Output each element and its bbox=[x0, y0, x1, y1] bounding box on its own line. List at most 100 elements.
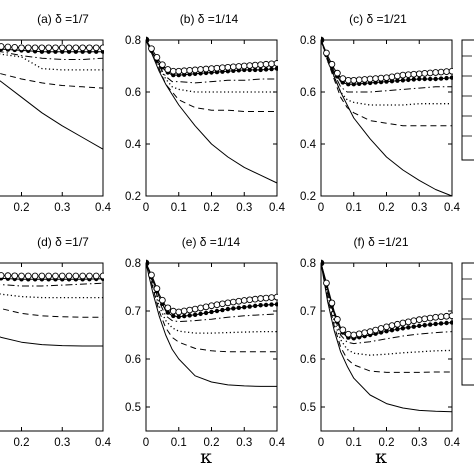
series-marker-circle bbox=[92, 44, 100, 52]
series-line-dashdot bbox=[321, 262, 453, 345]
series-marker-circle bbox=[153, 285, 161, 292]
series-marker-circle bbox=[229, 63, 237, 71]
series-marker-circle bbox=[72, 44, 80, 52]
series-line-dotted bbox=[321, 262, 453, 356]
series-marker-circle bbox=[86, 272, 93, 280]
series-marker-dot bbox=[182, 313, 187, 319]
series-marker-dot bbox=[433, 76, 438, 82]
series-marker-circle bbox=[323, 279, 330, 287]
series-marker-circle bbox=[443, 312, 450, 320]
chart-panel: (a) δ =1/7.10.20.30.4 bbox=[0, 12, 112, 214]
series-line-solid bbox=[0, 336, 103, 347]
series-marker-circle bbox=[186, 306, 194, 314]
series-marker-circle bbox=[404, 318, 412, 326]
series-marker-dot bbox=[438, 76, 444, 81]
y-tick-label: 0.2 bbox=[300, 191, 316, 203]
series-marker-dot bbox=[389, 328, 395, 333]
series-line-dotted bbox=[321, 39, 452, 106]
y-tick-label: 0.8 bbox=[300, 35, 316, 47]
x-tick-label: 0.4 bbox=[95, 437, 112, 449]
series-marker-dot bbox=[242, 304, 247, 310]
series-marker-circle bbox=[229, 298, 237, 306]
series-marker-dot bbox=[417, 76, 422, 82]
series-marker-circle bbox=[273, 60, 278, 67]
x-tick-label: 0 bbox=[318, 437, 324, 449]
chart-panel: (d) δ =1/7.10.20.30.4 bbox=[0, 235, 112, 449]
series-marker-circle bbox=[24, 272, 32, 280]
series-line-dot-marker bbox=[146, 262, 278, 318]
y-tick-label: 0.4 bbox=[300, 139, 317, 151]
series-marker-circle bbox=[65, 44, 73, 52]
series-marker-circle bbox=[262, 60, 270, 68]
series-marker-circle bbox=[432, 313, 439, 321]
y-tick-label: 0.6 bbox=[300, 354, 316, 366]
series-marker-circle bbox=[79, 272, 86, 280]
series-marker-circle bbox=[257, 295, 264, 302]
x-tick-label: 0.1 bbox=[171, 437, 187, 449]
series-marker-circle bbox=[251, 61, 259, 69]
series-marker-circle bbox=[350, 331, 358, 339]
series-marker-circle bbox=[251, 295, 259, 303]
series-marker-circle bbox=[426, 69, 434, 77]
series-marker-circle bbox=[197, 304, 204, 312]
y-tick-label: 0.4 bbox=[125, 139, 142, 151]
series-marker-dot bbox=[231, 306, 236, 311]
panel-title: (d) δ =1/7 bbox=[37, 235, 89, 249]
series-marker-circle bbox=[11, 44, 19, 51]
series-marker-circle bbox=[92, 272, 100, 280]
series-marker-circle bbox=[213, 301, 221, 309]
series-marker-circle bbox=[18, 272, 25, 280]
series-marker-dot bbox=[165, 310, 171, 315]
series-marker-circle bbox=[366, 75, 374, 83]
series-marker-dot bbox=[422, 76, 427, 82]
series-marker-circle bbox=[164, 66, 172, 73]
series-marker-dot bbox=[176, 314, 181, 319]
series-marker-circle bbox=[383, 323, 390, 331]
series-line-solid bbox=[321, 39, 453, 197]
y-tick-label: 0.5 bbox=[300, 402, 316, 414]
series-marker-dot bbox=[192, 312, 198, 318]
series-marker-dot bbox=[225, 306, 231, 312]
series-marker-circle bbox=[437, 313, 445, 321]
series-marker-circle bbox=[410, 70, 418, 78]
series-marker-dot bbox=[427, 76, 433, 82]
series-marker-circle bbox=[404, 71, 412, 79]
series-marker-circle bbox=[334, 69, 341, 77]
series-marker-circle bbox=[399, 71, 407, 79]
plot-area bbox=[321, 259, 453, 413]
plot-area bbox=[0, 272, 104, 347]
series-marker-circle bbox=[45, 272, 53, 280]
x-tick-label: 0.4 bbox=[444, 202, 461, 214]
series-marker-dot bbox=[214, 308, 220, 314]
series-marker-dot bbox=[400, 78, 406, 83]
plot-area bbox=[146, 36, 278, 184]
y-tick-label: 0.5 bbox=[125, 402, 141, 414]
plot-area bbox=[146, 259, 278, 387]
panel-title: (c) δ =1/21 bbox=[349, 12, 407, 26]
y-tick-label: 0.8 bbox=[125, 35, 141, 47]
series-marker-dot bbox=[236, 305, 241, 310]
series-marker-dot bbox=[395, 78, 400, 83]
series-marker-circle bbox=[394, 72, 401, 80]
x-tick-label: 0.2 bbox=[379, 437, 395, 449]
series-marker-dot bbox=[411, 324, 416, 329]
series-marker-circle bbox=[0, 272, 5, 279]
series-marker-circle bbox=[191, 305, 199, 313]
series-marker-circle bbox=[240, 62, 248, 70]
plot-frame bbox=[0, 262, 104, 432]
series-marker-circle bbox=[426, 314, 434, 322]
series-marker-circle bbox=[11, 272, 19, 280]
series-marker-circle bbox=[38, 44, 46, 52]
series-line-dashdot bbox=[321, 39, 452, 93]
series-marker-dot bbox=[444, 75, 449, 81]
series-marker-circle bbox=[197, 66, 204, 73]
series-line-dashed bbox=[0, 307, 103, 318]
series-marker-circle bbox=[4, 272, 12, 279]
series-line-dashdot bbox=[0, 282, 104, 287]
series-marker-dot bbox=[269, 302, 274, 307]
panel-title: (e) δ =1/14 bbox=[182, 235, 241, 249]
series-marker-dot bbox=[171, 313, 176, 319]
series-line-dotted bbox=[146, 39, 277, 93]
series-marker-circle bbox=[268, 60, 275, 68]
